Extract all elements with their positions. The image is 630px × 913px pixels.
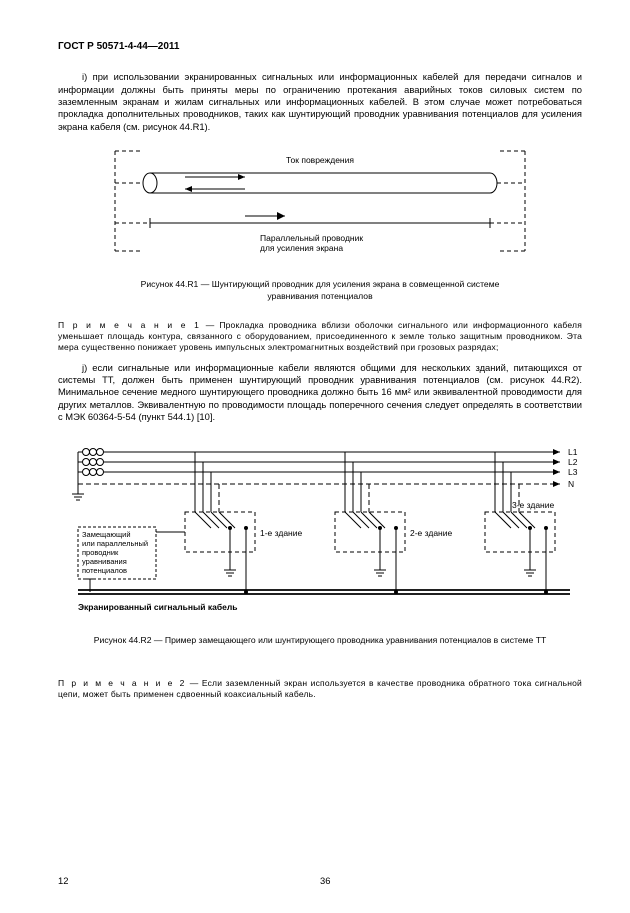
- fig2-building-1: 1-е здание: [260, 528, 302, 538]
- para-i-text: i) при использовании экранированных сигн…: [58, 71, 582, 132]
- fig1-top-label: Ток повреждения: [286, 155, 354, 165]
- fig2-caption: Рисунок 44.R2 — Пример замещающего или ш…: [58, 635, 582, 646]
- fig2-leftlabel-4: потенциалов: [82, 566, 127, 575]
- note2-lead: П р и м е ч а н и е 2: [58, 678, 186, 688]
- fig1-bottom-label-1: Параллельный проводник: [260, 233, 363, 243]
- fig1-caption-line1: Рисунок 44.R1 — Шунтирующий проводник дл…: [141, 279, 500, 289]
- page-footer: 12 36: [58, 875, 582, 887]
- fig2-leftlabel-2: проводник: [82, 548, 119, 557]
- note-2: П р и м е ч а н и е 2 — Если заземленный…: [58, 678, 582, 700]
- fig2-leftlabel-0: Замещающий: [82, 530, 131, 539]
- para-i: i) при использовании экранированных сигн…: [58, 71, 582, 133]
- fig2-line-L3: L3: [568, 467, 578, 477]
- figure-r1: Ток повреждения Параллельный проводник д…: [85, 141, 555, 271]
- fig2-line-L1: L1: [568, 447, 578, 457]
- fig1-bottom-label-2: для усиления экрана: [260, 243, 343, 253]
- footer-left-num: 12: [58, 875, 68, 887]
- fig2-leftlabel-3: уравнивания: [82, 557, 127, 566]
- fig1-caption-line2: уравнивания потенциалов: [267, 291, 372, 301]
- fig2-bottom-label: Экранированный сигнальный кабель: [78, 602, 237, 612]
- fig2-building-3: 3-е здание: [512, 500, 554, 510]
- fig2-leftlabel-1: или параллельный: [82, 539, 148, 548]
- para-j-text: j) если сигнальные или информационные ка…: [58, 362, 582, 423]
- fig2-building-2: 2-е здание: [410, 528, 452, 538]
- doc-header: ГОСТ Р 50571-4-44—2011: [58, 40, 582, 53]
- fig2-line-N: N: [568, 479, 574, 489]
- note-1: П р и м е ч а н и е 1 — Прокладка провод…: [58, 320, 582, 354]
- fig2-line-L2: L2: [568, 457, 578, 467]
- footer-center-num: 36: [58, 875, 582, 887]
- figure-r2: L1 L2 L3 N 1-е здание 2-е здание 3-е зда…: [60, 432, 580, 627]
- note1-lead: П р и м е ч а н и е 1: [58, 320, 201, 330]
- para-j: j) если сигнальные или информационные ка…: [58, 362, 582, 424]
- fig1-caption: Рисунок 44.R1 — Шунтирующий проводник дл…: [58, 279, 582, 302]
